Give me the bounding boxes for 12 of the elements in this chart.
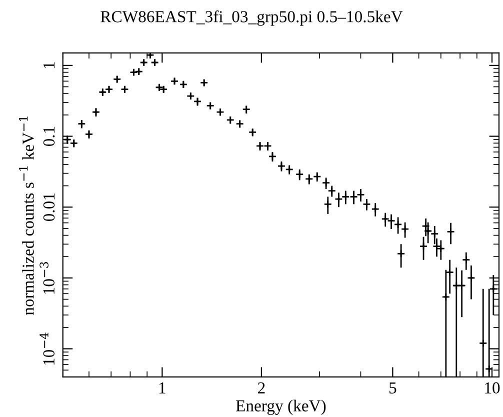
x-tick-label: 2 (258, 382, 265, 394)
x-tick-label: 1 (159, 382, 166, 394)
y-axis-title: normalized counts s$^{−1}$ keV$^{−1}$ (18, 116, 34, 315)
y-tick-label: 0.01 (43, 194, 55, 222)
x-tick-label: 10 (485, 382, 500, 394)
chart-title: RCW86EAST_3fi_03_grp50.pi 0.5–10.5keV (100, 10, 403, 26)
y-tick-label: 10$^{−4}$ (40, 332, 55, 365)
y-tick-label: 10$^{−3}$ (40, 262, 55, 294)
x-tick-label: 5 (390, 382, 396, 394)
y-tick-label: 1 (43, 62, 54, 68)
x-axis-title: Energy (keV) (236, 400, 326, 415)
y-tick-label: 0.1 (43, 126, 55, 146)
